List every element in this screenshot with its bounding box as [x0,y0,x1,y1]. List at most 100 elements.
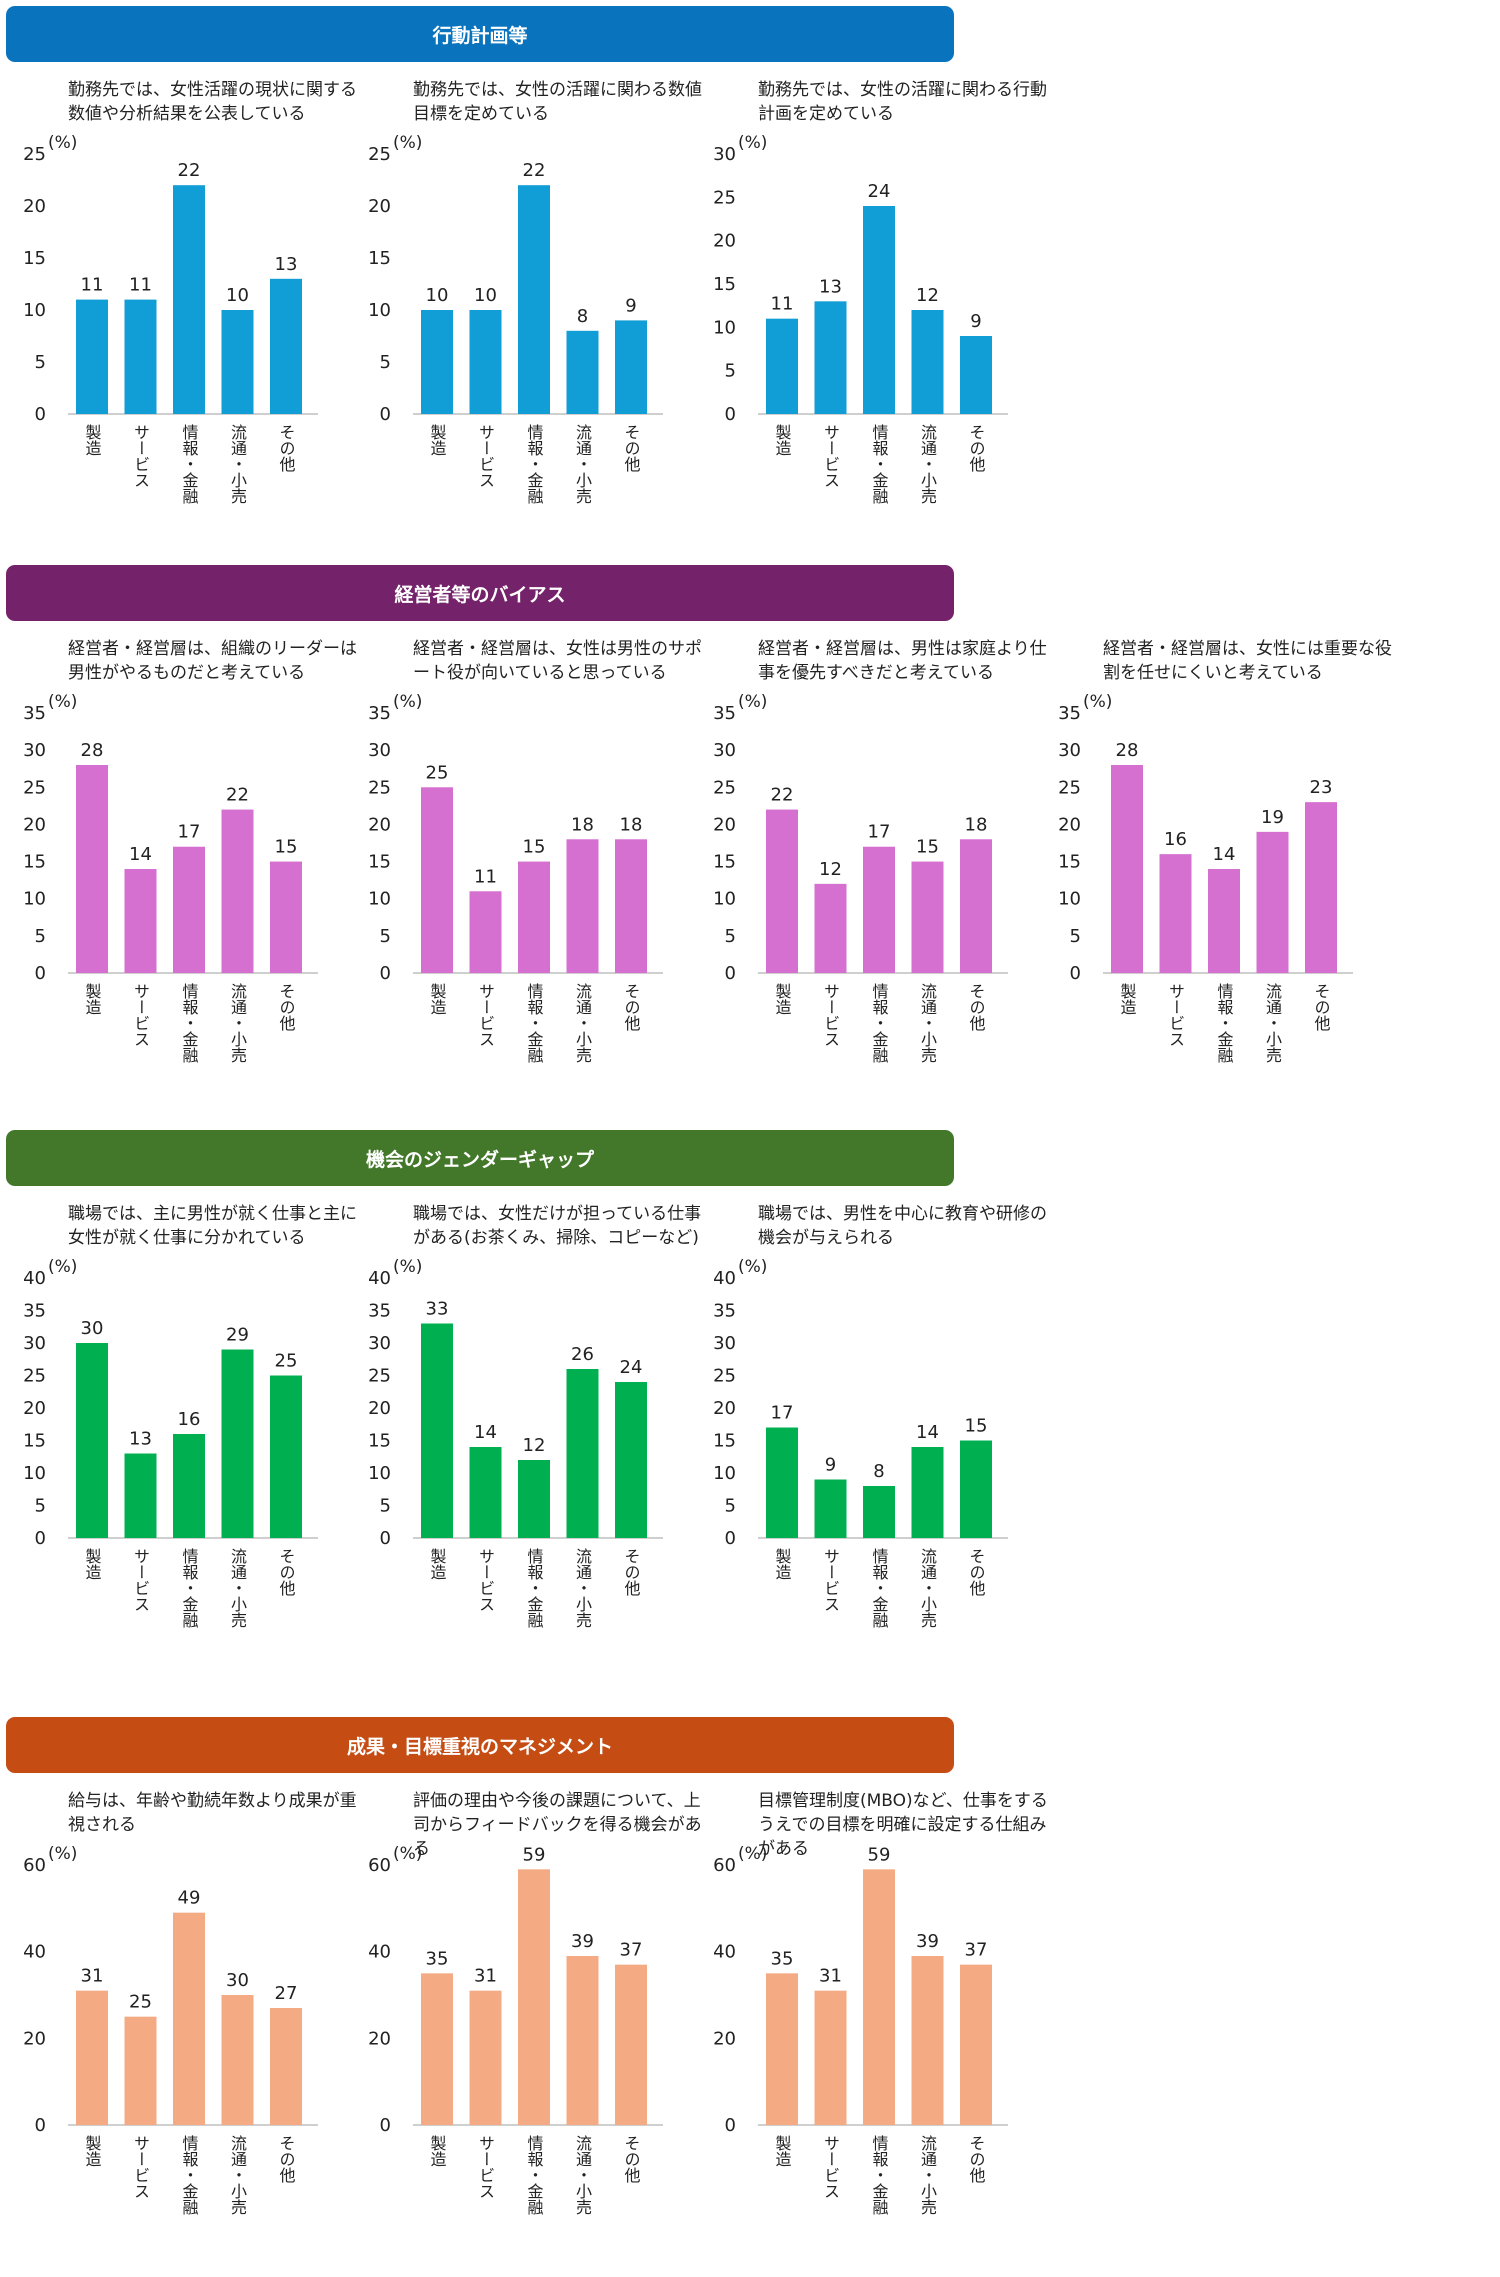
category-label: サービス [131,983,150,1047]
category-label: 流通・小売 [228,1548,247,1628]
bar [1208,869,1240,973]
y-tick-label: 5 [725,1496,736,1517]
data-label: 37 [965,1940,988,1961]
category-label: 流通・小売 [1263,983,1282,1063]
section-title: 行動計画等 [6,6,954,62]
y-tick-label: 35 [368,703,391,724]
data-label: 12 [523,1435,546,1456]
data-label: 19 [1261,807,1284,828]
category-label: その他 [277,2135,296,2184]
category-label: その他 [1312,983,1331,1032]
category-label: その他 [622,2135,641,2184]
data-label: 24 [868,181,891,202]
y-tick-label: 35 [23,1301,46,1322]
category-label: 情報・金融 [870,983,889,1064]
bar-chart: 経営者・経営層は、男性は家庭より仕事を優先すべきだと考えている (%) 0 5 10 15… [690,635,1047,1064]
category-label: 流通・小売 [573,2135,592,2215]
data-label: 11 [771,294,794,315]
category-label: 製造 [428,1548,447,1580]
category-label: 情報・金融 [180,1548,199,1629]
chart-plot-area: (%) 0 20 40 60 35 製造 31 サービス 59 情報・金融 39 流通・小売 37 その他 [368,1844,663,2216]
data-label: 18 [571,814,594,835]
bar [960,336,992,414]
y-tick-label: 0 [380,1528,391,1549]
data-label: 31 [81,1966,104,1987]
category-label: サービス [476,1548,495,1612]
y-tick-label: 20 [368,2028,391,2049]
y-tick-label: 0 [380,2115,391,2136]
data-label: 15 [523,837,546,858]
category-label: サービス [131,2135,150,2199]
category-label: 流通・小売 [573,424,592,504]
y-tick-label: 35 [368,1301,391,1322]
y-tick-label: 30 [368,740,391,761]
data-label: 31 [819,1966,842,1987]
y-tick-label: 30 [713,740,736,761]
data-label: 13 [129,1429,152,1450]
y-tick-label: 15 [23,852,46,873]
chart-plot-area: (%) 0 5 10 15 20 25 30 35 28 製造 14 サービス 17 情報・金融 22 流通・小… [23,692,318,1064]
chart-plot-area: (%) 0 5 10 15 20 25 30 35 25 製造 11 サービス 15 情報・金融 18 流通・小… [368,692,663,1064]
y-tick-label: 0 [35,404,46,425]
y-tick-label: 40 [368,1268,391,1289]
bar [173,185,205,414]
unit-label: (%) [48,133,77,153]
y-tick-label: 10 [1058,889,1081,910]
data-label: 18 [965,814,988,835]
y-tick-label: 0 [35,2115,46,2136]
y-tick-label: 0 [380,963,391,984]
data-label: 22 [523,160,546,181]
category-label: 製造 [83,983,102,1015]
section-3: 機会のジェンダーギャップ 職場では、主に男性が就く仕事と主に女性が就く仕事に分かれ… [0,1130,1500,1690]
y-tick-label: 20 [368,1398,391,1419]
data-label: 25 [275,1351,298,1372]
y-tick-label: 0 [1070,963,1081,984]
y-tick-label: 35 [23,703,46,724]
section-title: 機会のジェンダーギャップ [6,1130,954,1186]
y-tick-label: 20 [713,1398,736,1419]
bar [814,301,847,414]
y-tick-label: 40 [23,1942,46,1963]
data-label: 15 [916,837,939,858]
category-label: その他 [622,1548,641,1597]
bar [863,1486,895,1538]
y-tick-label: 25 [23,144,46,165]
data-label: 14 [129,844,152,865]
chart-caption: 経営者・経営層は、組織のリーダーは男性がやるものだと考えている [68,639,357,683]
y-tick-label: 25 [1058,777,1081,798]
y-tick-label: 10 [713,1463,736,1484]
y-tick-label: 30 [713,144,736,165]
y-tick-label: 25 [23,777,46,798]
bar [518,185,550,414]
chart-caption: 経営者・経営層は、女性には重要な役割を任せにくいと考えている [1103,639,1392,683]
data-label: 39 [571,1931,594,1952]
y-tick-label: 5 [380,352,391,373]
unit-label: (%) [738,692,767,712]
data-label: 33 [426,1299,449,1320]
data-label: 31 [474,1966,497,1987]
unit-label: (%) [393,692,422,712]
bar [124,2016,157,2125]
unit-label: (%) [48,692,77,712]
data-label: 30 [226,1970,249,1991]
category-label: 情報・金融 [180,2135,199,2216]
category-label: サービス [1166,983,1185,1047]
bar [76,765,108,973]
bar [124,299,157,414]
bar [421,310,453,414]
bar [615,320,647,414]
unit-label: (%) [738,1844,767,1864]
chart-plot-area: (%) 0 20 40 60 31 製造 25 サービス 49 情報・金融 30 流通・小売 27 その他 [23,1844,318,2216]
data-label: 9 [825,1455,836,1476]
chart-caption: 勤務先では、女性の活躍に関わる行動計画を定めている [758,80,1047,124]
chart-caption: 経営者・経営層は、男性は家庭より仕事を優先すべきだと考えている [758,639,1047,683]
y-tick-label: 20 [23,196,46,217]
category-label: 情報・金融 [870,424,889,505]
bar-chart: 勤務先では、女性の活躍に関わる数値目標を定めている (%) 0 5 10 15 20 25 10… [345,76,702,505]
bar-chart: 評価の理由や今後の課題について、上司からフィードバックを得る機会がある (%) 0 2… [345,1787,702,2216]
category-label: 製造 [428,2135,447,2167]
y-tick-label: 25 [368,1366,391,1387]
y-tick-label: 60 [713,1855,736,1876]
category-label: サービス [131,424,150,488]
y-tick-label: 40 [713,1268,736,1289]
